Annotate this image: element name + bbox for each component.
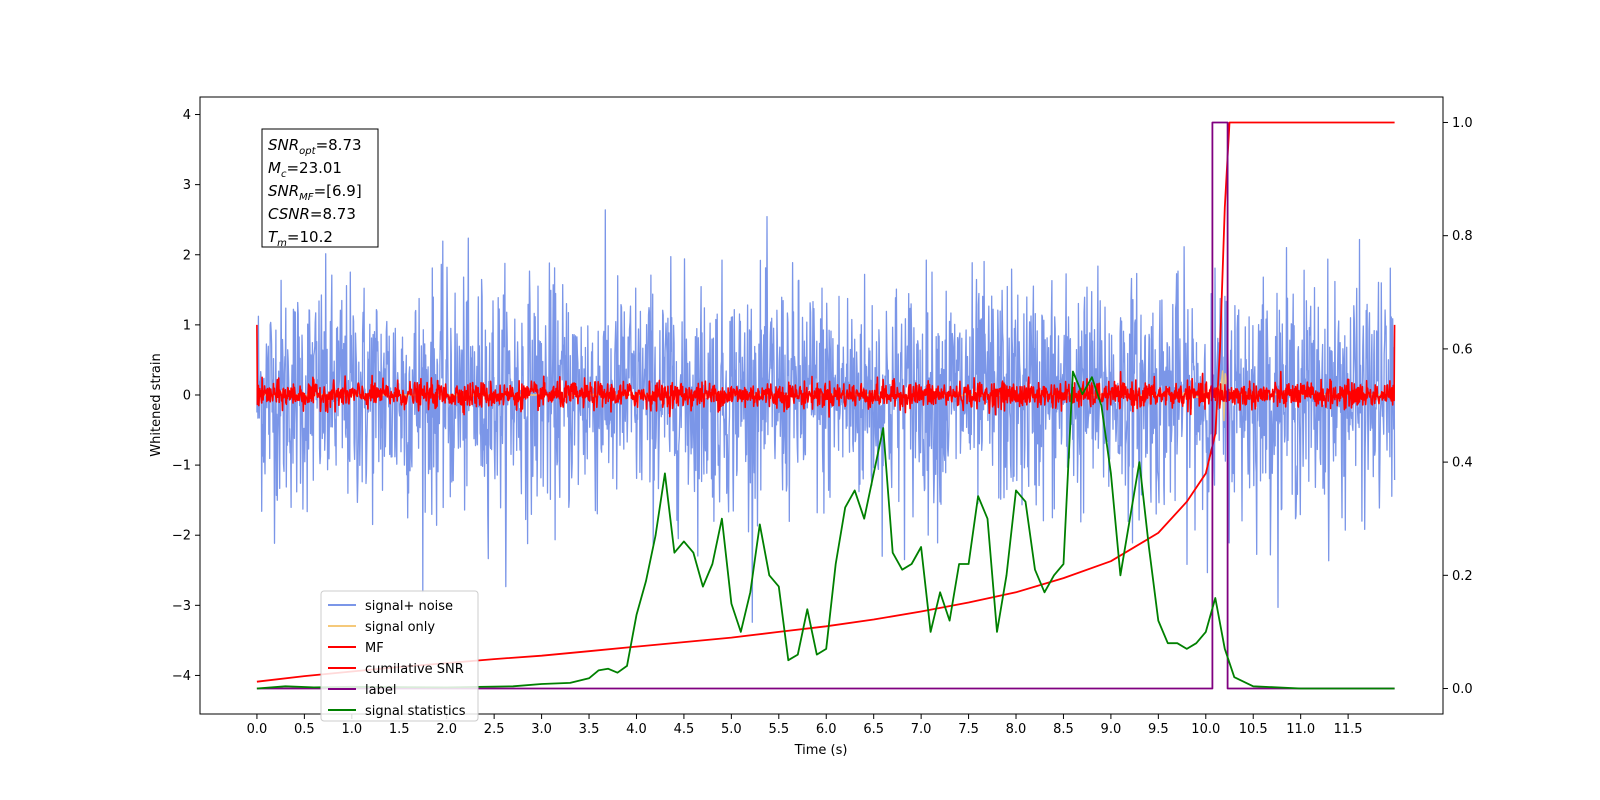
plot-frame xyxy=(199,96,1444,715)
series-signal-noise xyxy=(256,209,1396,623)
y-left-tick-label: 3 xyxy=(183,178,191,193)
x-tick-label: 3.0 xyxy=(531,722,552,737)
x-tick-label: 11.0 xyxy=(1286,722,1315,737)
y-left-tick-label: −2 xyxy=(172,529,191,544)
x-tick-label: 10.5 xyxy=(1239,722,1268,737)
annotation-line: Mc=23.01 xyxy=(268,159,342,180)
legend-label: cumilative SNR xyxy=(365,662,464,677)
legend-label: MF xyxy=(365,641,384,656)
y-left-tick-label: 0 xyxy=(183,388,191,403)
x-tick-label: 10.0 xyxy=(1191,722,1220,737)
x-tick-label: 5.0 xyxy=(721,722,742,737)
x-tick-label: 2.0 xyxy=(436,722,457,737)
x-tick-label: 5.5 xyxy=(768,722,789,737)
annotation-line: CSNR=8.73 xyxy=(268,205,356,223)
series-label xyxy=(256,121,1395,690)
legend: signal+ noise signal only MF cumilative SNR… xyxy=(320,590,479,722)
x-axis: 0.0 0.5 1.0 1.5 2.0 2.5 3.0 3.5 4.0 4.5 5.0 5.5 6.0 6… xyxy=(247,714,1363,737)
legend-label: label xyxy=(365,683,396,698)
x-tick-label: 0.5 xyxy=(294,722,315,737)
x-tick-label: 2.5 xyxy=(484,722,505,737)
x-tick-label: 11.5 xyxy=(1334,722,1363,737)
x-tick-label: 9.5 xyxy=(1148,722,1169,737)
y-left-tick-label: −4 xyxy=(172,669,191,684)
y-left-tick-label: 2 xyxy=(183,248,191,263)
y-left-tick-label: 1 xyxy=(183,318,191,333)
y-left-tick-label: −1 xyxy=(172,459,191,474)
series-signal-statistics xyxy=(256,370,1395,690)
x-tick-label: 6.0 xyxy=(816,722,837,737)
left-y-axis: 4 3 2 1 0 −1 −2 −3 −4 xyxy=(172,108,200,684)
x-tick-label: 0.0 xyxy=(247,722,268,737)
y-left-tick-label: −3 xyxy=(172,599,191,614)
y-right-tick-label: 0.2 xyxy=(1452,569,1473,584)
y-right-tick-label: 0.6 xyxy=(1452,342,1473,357)
x-tick-label: 4.0 xyxy=(626,722,647,737)
legend-label: signal statistics xyxy=(365,704,466,719)
series-mf xyxy=(256,324,1396,418)
x-tick-label: 3.5 xyxy=(579,722,600,737)
right-y-axis: 1.0 0.8 0.6 0.4 0.2 0.0 xyxy=(1443,116,1473,697)
x-axis-title: Time (s) xyxy=(794,743,848,758)
annotation-line: Tm=10.2 xyxy=(268,228,333,249)
x-tick-label: 9.0 xyxy=(1101,722,1122,737)
y-right-tick-label: 0.4 xyxy=(1452,456,1473,471)
y-axis-title: Whitened strain xyxy=(149,353,164,456)
y-right-tick-label: 0.8 xyxy=(1452,229,1473,244)
annotation-line: SNRopt=8.73 xyxy=(268,136,362,157)
x-tick-label: 7.5 xyxy=(958,722,979,737)
y-right-tick-label: 1.0 xyxy=(1452,116,1473,131)
y-left-tick-label: 4 xyxy=(183,108,191,123)
legend-label: signal only xyxy=(365,620,435,635)
x-tick-label: 8.0 xyxy=(1006,722,1027,737)
x-tick-label: 1.0 xyxy=(341,722,362,737)
x-tick-label: 4.5 xyxy=(674,722,695,737)
x-tick-label: 8.5 xyxy=(1053,722,1074,737)
x-tick-label: 7.0 xyxy=(911,722,932,737)
y-right-tick-label: 0.0 xyxy=(1452,682,1473,697)
x-tick-label: 1.5 xyxy=(389,722,410,737)
legend-label: signal+ noise xyxy=(365,599,453,614)
x-tick-label: 6.5 xyxy=(863,722,884,737)
annotation-line: SNRMF=[6.9] xyxy=(268,182,362,203)
